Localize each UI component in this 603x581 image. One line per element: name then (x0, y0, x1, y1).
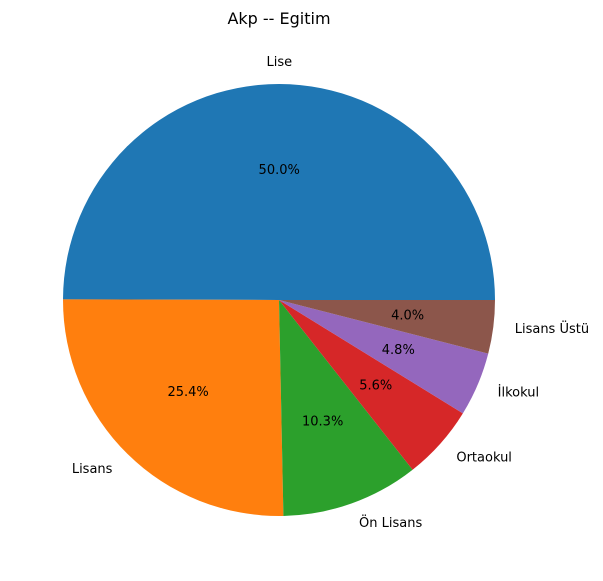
pct-label-lisans-ustu: 4.0% (391, 309, 424, 324)
slice-ilkokul (279, 300, 489, 414)
chart-title: Akp -- Egitim (227, 9, 330, 28)
category-label-on-lisans: Ön Lisans (359, 514, 422, 531)
category-label-ortaokul: Ortaokul (456, 451, 512, 466)
category-labels: Lise Lisans Ön Lisans Ortaokul İlkokul Lisans… (72, 55, 589, 531)
pct-label-lisans: 25.4% (167, 385, 208, 400)
slice-lisans-ustu (279, 300, 495, 354)
category-label-ilkokul: İlkokul (498, 384, 539, 400)
category-label-lise: Lise (267, 55, 293, 70)
slice-lise (63, 84, 495, 300)
slice-ortaokul (279, 300, 463, 470)
slice-lisans (63, 299, 284, 516)
pie-slices (63, 84, 495, 516)
slice-on-lisans (279, 300, 413, 516)
pct-label-on-lisans: 10.3% (302, 415, 343, 430)
category-label-lisans-ustu: Lisans Üstü (515, 320, 589, 337)
pct-label-ortaokul: 5.6% (359, 379, 392, 394)
pct-label-lise: 50.0% (259, 163, 300, 178)
pct-label-ilkokul: 4.8% (382, 343, 415, 358)
percentage-labels: 50.0% 25.4% 10.3% 5.6% 4.8% 4.0% (167, 163, 424, 430)
category-label-lisans: Lisans (72, 462, 113, 477)
